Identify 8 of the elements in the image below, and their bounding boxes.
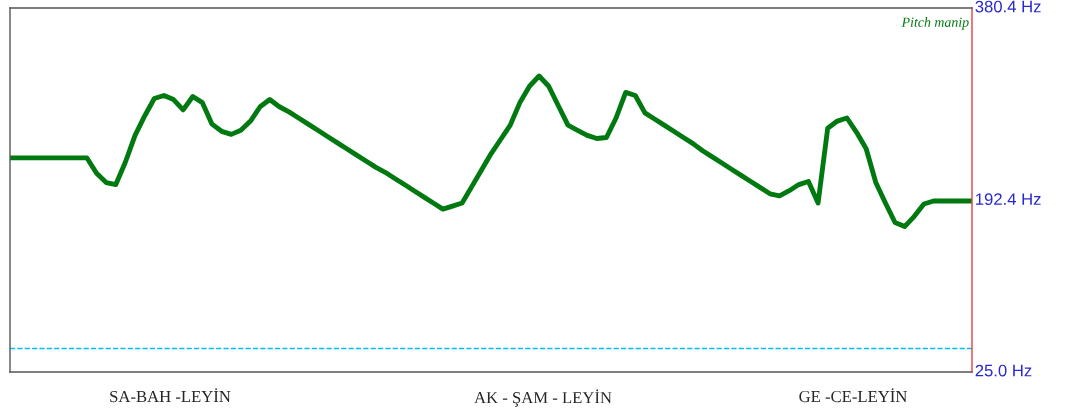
text: GE -CE-LEYİN [799, 388, 907, 403]
line-series [10, 73, 972, 229]
text: AK - ŞAM - LEYİN [474, 389, 612, 407]
y-tick-label: 380.4 Hz [975, 0, 1041, 13]
annotation: Pitch manip [901, 17, 969, 30]
y-tick-label: 25.0 Hz [975, 364, 1032, 377]
y-tick-label: 192.4 Hz [976, 193, 1041, 206]
text: SA-BAH -LEYİN [110, 388, 231, 403]
